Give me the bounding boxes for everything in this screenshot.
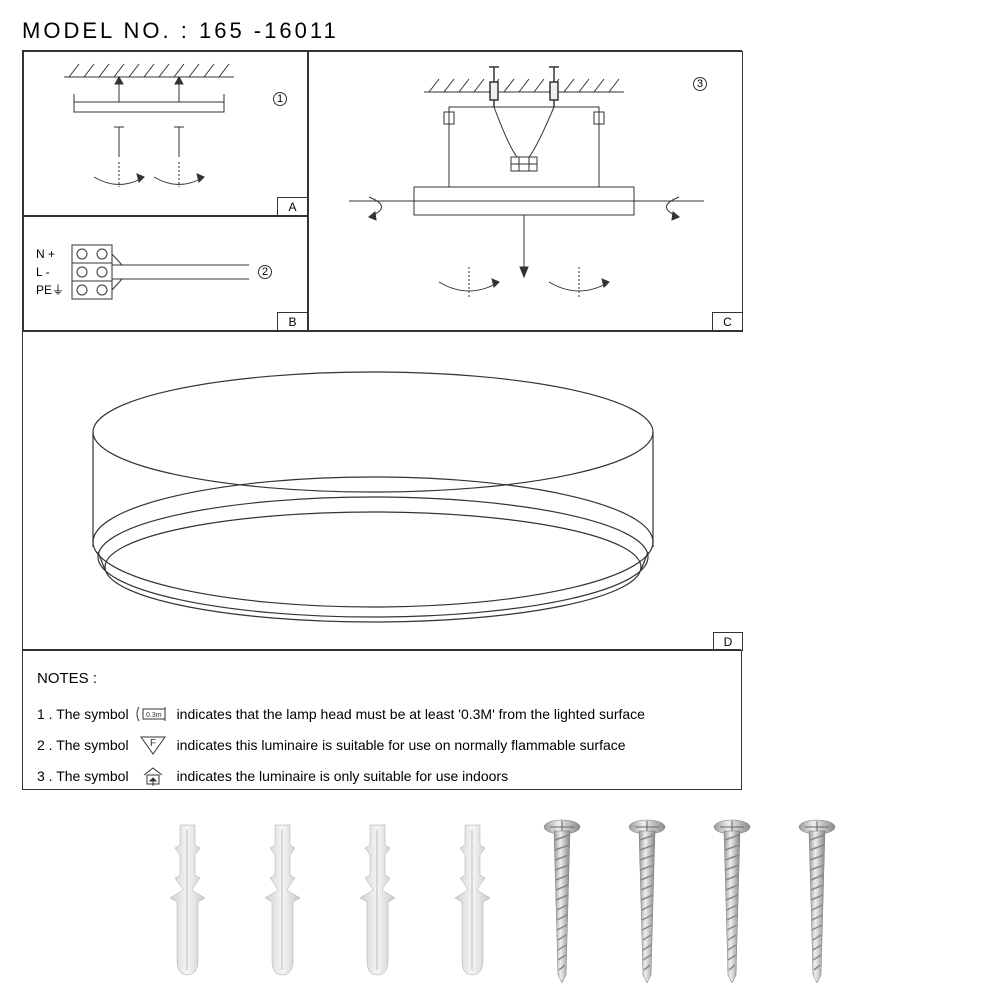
model-header: MODEL NO. : 165 -16011	[22, 18, 339, 44]
distance-icon: 0.3m	[135, 705, 171, 723]
model-prefix: MODEL NO. :	[22, 18, 199, 43]
hardware-row	[0, 810, 1000, 990]
notes-section: NOTES : 1 . The symbol 0.3m indicates th…	[23, 649, 741, 789]
terminal-labels: N + L - PE⏚	[36, 245, 64, 299]
terminal-l: L -	[36, 263, 64, 281]
panel-a-label: A	[277, 197, 307, 215]
panel-c-label: C	[712, 312, 742, 330]
anchor-icon	[160, 820, 215, 980]
anchor-icon	[350, 820, 405, 980]
terminal-pe: PE⏚	[36, 281, 64, 299]
panel-b-label: B	[277, 312, 307, 330]
panel-b-step: 2	[258, 265, 272, 279]
note-3-pre: 3 . The symbol	[37, 761, 129, 792]
svg-text:0.3m: 0.3m	[146, 712, 162, 719]
note-row-3: 3 . The symbol indicates the luminaire i…	[37, 761, 727, 792]
instruction-frame: 1	[22, 50, 742, 790]
note-1-pre: 1 . The symbol	[37, 699, 129, 730]
panel-c-diagram	[309, 52, 744, 332]
note-2-pre: 2 . The symbol	[37, 730, 129, 761]
anchor-icon	[255, 820, 310, 980]
note-2-post: indicates this luminaire is suitable for…	[177, 730, 626, 761]
panel-a-diagram	[24, 52, 309, 217]
flammable-icon: F	[135, 734, 171, 756]
note-row-2: 2 . The symbol F indicates this luminair…	[37, 730, 727, 761]
panel-c: 3	[308, 51, 743, 331]
model-number: 165 -16011	[199, 18, 339, 43]
svg-text:F: F	[150, 738, 156, 749]
panel-a-step: 1	[273, 92, 287, 106]
note-row-1: 1 . The symbol 0.3m indicates that the l…	[37, 699, 727, 730]
screw-icon	[540, 815, 585, 985]
terminal-n: N +	[36, 245, 64, 263]
notes-title: NOTES :	[37, 662, 727, 695]
panel-a: 1	[23, 51, 308, 216]
panel-d-label: D	[713, 632, 743, 650]
screw-icon	[795, 815, 840, 985]
note-3-post: indicates the luminaire is only suitable…	[177, 761, 509, 792]
screw-icon	[625, 815, 670, 985]
panel-b: 2 N + L - PE⏚ B	[23, 216, 308, 331]
note-1-post: indicates that the lamp head must be at …	[177, 699, 645, 730]
screw-icon	[710, 815, 755, 985]
anchor-icon	[445, 820, 500, 980]
panel-d-diagram	[23, 332, 743, 652]
panel-d: D	[23, 331, 743, 651]
indoor-icon	[135, 765, 171, 787]
panel-c-step: 3	[693, 77, 707, 91]
